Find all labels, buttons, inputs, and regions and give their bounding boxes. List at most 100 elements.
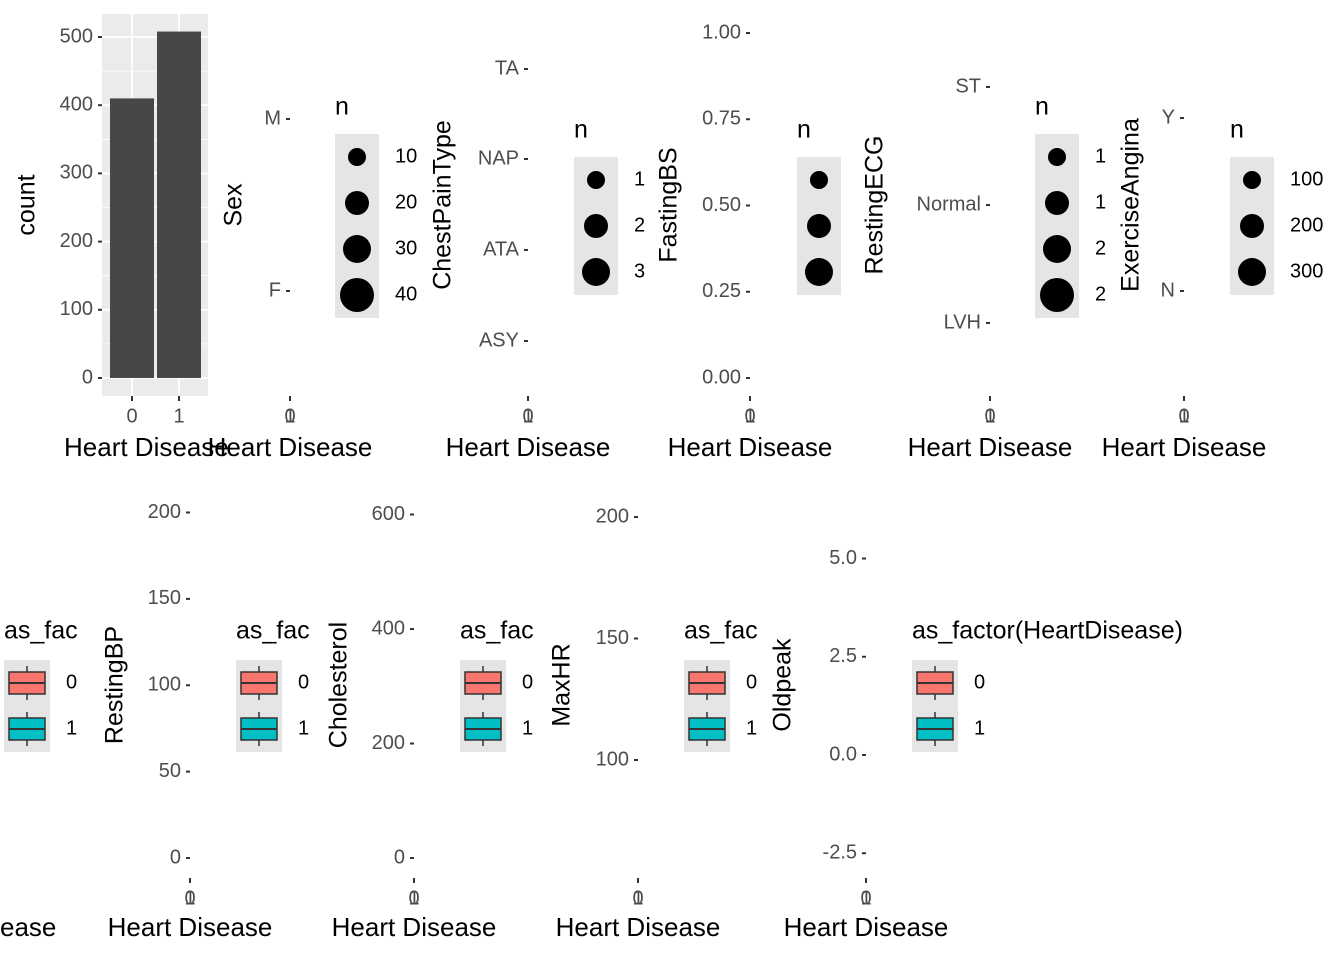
fastingbs-legend-dot-0 [810, 171, 828, 189]
restingbp-y-200-tick-label: 200 [148, 501, 181, 523]
chestpaintype-legend-label-1: 2 [634, 214, 645, 236]
fastingbs-legend-dot-1 [807, 214, 831, 238]
chestpaintype-legend-label-0: 1 [634, 168, 645, 190]
count-bar-0 [110, 98, 154, 378]
cholesterol-legend-label-0: 0 [522, 671, 533, 693]
oldpeak-x-axis-title: Heart Disease [784, 912, 949, 942]
restingecg-y-axis-title: RestingECG [861, 136, 889, 275]
maxhr-y-150-tick-label: 150 [596, 627, 629, 649]
oldpeak-y-axis-title: Oldpeak [769, 638, 797, 732]
fastingbs-x-tick-label-0: 0 [744, 405, 755, 427]
maxhr-y-200-tick-label: 200 [596, 505, 629, 527]
chestpaintype-legend-dot-2 [582, 258, 610, 286]
sex-y-M-tick-label: M [264, 107, 281, 129]
fastingbs-x-axis-title: Heart Disease [668, 432, 833, 462]
chestpaintype-x-axis-title: Heart Disease [446, 432, 611, 462]
exerciseangina-legend-dot-1 [1240, 214, 1264, 238]
sex-y-axis-title: Sex [220, 183, 248, 227]
sex-legend-dot-0 [348, 148, 366, 166]
restingecg-legend-dot-2 [1043, 235, 1071, 263]
restingecg-x-tick-label-1: 1 [984, 405, 995, 427]
fastingbs-legend-title: n [797, 116, 811, 144]
sex-legend-label-3: 40 [395, 283, 417, 305]
oldpeak-x-tick-label-1: 1 [860, 887, 871, 909]
count-y-300-tick-label: 300 [60, 162, 93, 184]
restingecg-legend-title: n [1035, 93, 1049, 121]
exerciseangina-x-tick-label-1: 1 [1178, 405, 1189, 427]
sex-x-axis-title: Heart Disease [208, 432, 373, 462]
restingbp-legend-title: as_fac [236, 617, 310, 645]
restingecg-legend-dot-1 [1045, 191, 1069, 215]
count-y-100-tick-label: 100 [60, 298, 93, 320]
sex-legend-dot-3 [340, 278, 374, 312]
fastingbs-x-tick-label-1: 1 [744, 405, 755, 427]
oldpeak-y-5.0-tick-label: 5.0 [829, 547, 857, 569]
oldpeak-legend-title: as_factor(HeartDisease) [912, 617, 1183, 645]
chestpaintype-y-ATA-tick-label: ATA [483, 238, 520, 260]
sex-legend-label-0: 10 [395, 145, 417, 167]
exerciseangina-legend-label-2: 300 [1290, 260, 1323, 282]
cholesterol-legend-title: as_fac [460, 617, 534, 645]
chestpaintype-y-NAP-tick-label: NAP [478, 147, 519, 169]
maxhr-x-axis-title: Heart Disease [556, 912, 721, 942]
sex-legend-title: n [335, 93, 349, 121]
cholesterol-y-0-tick-label: 0 [394, 846, 405, 868]
exerciseangina-legend-dot-0 [1243, 171, 1261, 189]
restingbp-y-axis-title: RestingBP [101, 626, 129, 744]
oldpeak-y--2.5-tick-label: -2.5 [823, 842, 857, 864]
maxhr-legend-title: as_fac [684, 617, 758, 645]
restingbp-x-axis-title: Heart Disease [108, 912, 273, 942]
maxhr-legend-label-1: 1 [746, 717, 757, 739]
cholesterol-legend-label-1: 1 [522, 717, 533, 739]
fastingbs-y-0.75-tick-label: 0.75 [702, 108, 741, 130]
sex-y-F-tick-label: F [269, 279, 281, 301]
chestpaintype-legend-dot-1 [584, 214, 608, 238]
count-y-0-tick-label: 0 [82, 366, 93, 388]
count-y-500-tick-label: 500 [60, 25, 93, 47]
restingecg-legend-label-2: 2 [1095, 237, 1106, 259]
fastingbs-y-0.50-tick-label: 0.50 [702, 194, 741, 216]
oldpeak-legend-label-0: 0 [974, 671, 985, 693]
chestpaintype-y-axis-title: ChestPainType [429, 120, 457, 290]
maxhr-y-axis-title: MaxHR [548, 643, 576, 726]
fastingbs-y-0.25-tick-label: 0.25 [702, 280, 741, 302]
oldpeak-y-2.5-tick-label: 2.5 [829, 645, 857, 667]
maxhr-x-tick-label-0: 0 [632, 887, 643, 909]
cholesterol-y-axis-title: Cholesterol [325, 622, 353, 748]
cholesterol-y-200-tick-label: 200 [372, 732, 405, 754]
restingecg-legend-label-0: 1 [1095, 145, 1106, 167]
chestpaintype-legend-dot-0 [587, 171, 605, 189]
partial-boxplot-legend-title: as_fac [4, 617, 78, 645]
restingbp-y-0-tick-label: 0 [170, 846, 181, 868]
exerciseangina-legend-label-1: 200 [1290, 214, 1323, 236]
restingbp-legend-label-1: 1 [298, 717, 309, 739]
count-bar-1 [157, 31, 201, 378]
restingecg-legend-dot-3 [1040, 278, 1074, 312]
restingecg-y-Normal-tick-label: Normal [917, 193, 981, 215]
maxhr-y-100-tick-label: 100 [596, 748, 629, 770]
restingecg-y-LVH-tick-label: LVH [944, 311, 981, 333]
count-x-axis-title: Heart Disease [64, 432, 229, 462]
cholesterol-y-600-tick-label: 600 [372, 503, 405, 525]
partial-boxplot-legend-label-0: 0 [66, 671, 77, 693]
exerciseangina-legend-title: n [1230, 116, 1244, 144]
fastingbs-y-0.00-tick-label: 0.00 [702, 366, 741, 388]
chestpaintype-legend-title: n [574, 116, 588, 144]
exerciseangina-legend-label-0: 100 [1290, 168, 1323, 190]
count-y-400-tick-label: 400 [60, 93, 93, 115]
restingecg-legend-dot-0 [1048, 148, 1066, 166]
restingbp-x-tick-label-0: 0 [184, 887, 195, 909]
sex-legend-dot-2 [343, 235, 371, 263]
partial-boxplot-legend-label-1: 1 [66, 717, 77, 739]
exerciseangina-y-axis-title: ExerciseAngina [1117, 118, 1145, 292]
exerciseangina-y-Y-tick-label: Y [1162, 106, 1175, 128]
chestpaintype-y-ASY-tick-label: ASY [479, 329, 519, 351]
chestpaintype-x-tick-label-0: 0 [522, 405, 533, 427]
restingecg-legend-label-1: 1 [1095, 191, 1106, 213]
restingecg-x-tick-label-0: 0 [984, 405, 995, 427]
exerciseangina-y-N-tick-label: N [1161, 279, 1175, 301]
fastingbs-legend-dot-2 [805, 258, 833, 286]
sex-legend-label-2: 30 [395, 237, 417, 259]
exerciseangina-x-axis-title: Heart Disease [1102, 432, 1267, 462]
